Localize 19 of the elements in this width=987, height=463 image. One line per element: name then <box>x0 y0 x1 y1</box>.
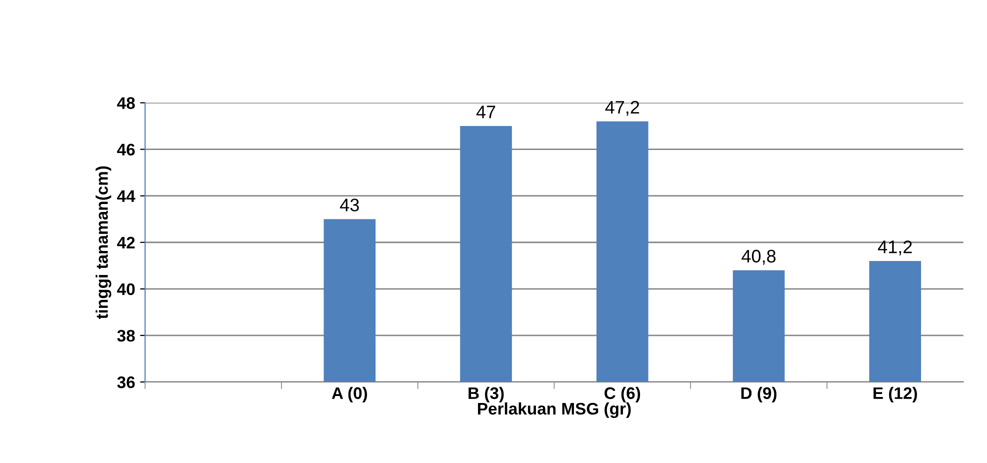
y-tick-label: 38 <box>117 330 135 342</box>
data-label: 43 <box>340 198 359 212</box>
data-label: 41,2 <box>878 240 912 256</box>
y-axis-title: tinggi tanaman(cm) <box>96 166 112 320</box>
y-tick-label: 40 <box>117 283 135 296</box>
y-tick-label: 36 <box>117 376 135 388</box>
x-tick-label: C (6) <box>604 386 640 402</box>
y-tick-label: 48 <box>117 97 135 109</box>
x-tick-label: A (0) <box>332 386 368 402</box>
data-label: 47 <box>476 106 496 118</box>
y-tick-label: 46 <box>117 144 135 156</box>
y-tick-label: 44 <box>117 190 136 202</box>
x-axis-title: Perlakuan MSG (gr) <box>478 402 631 418</box>
data-label: 47,2 <box>605 100 640 116</box>
x-tick-label: E (12) <box>874 386 917 402</box>
data-label: 40,8 <box>742 250 776 265</box>
y-tick-label: 42 <box>117 236 135 248</box>
x-tick-label: D (9) <box>741 386 776 402</box>
x-tick-label: B (3) <box>468 386 504 402</box>
